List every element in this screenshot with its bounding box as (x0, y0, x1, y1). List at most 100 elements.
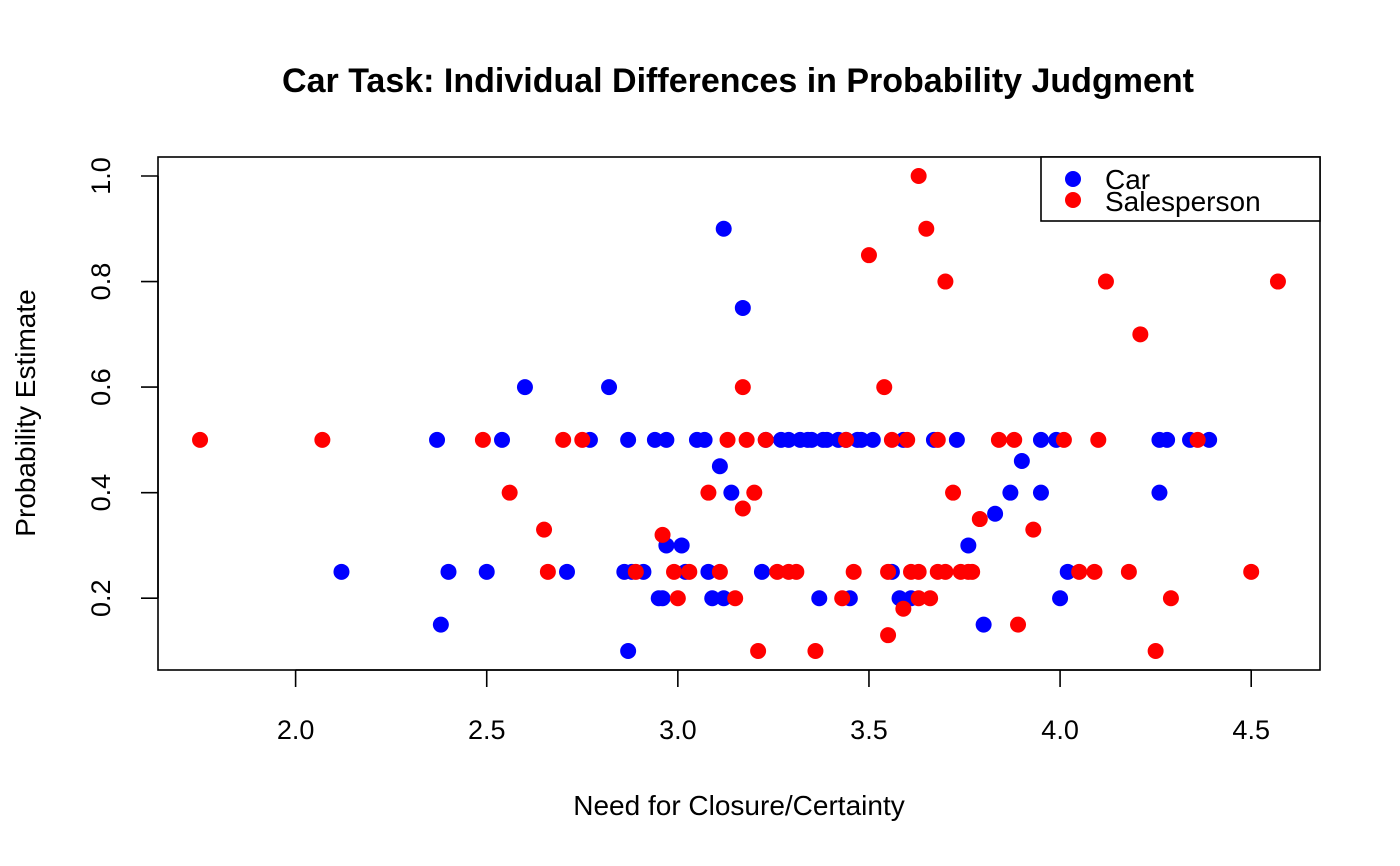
data-point-salesperson (539, 563, 556, 580)
data-point-salesperson (1025, 521, 1042, 538)
data-point-salesperson (1189, 431, 1206, 448)
data-point-salesperson (574, 431, 591, 448)
data-point-salesperson (734, 500, 751, 517)
data-point-salesperson (536, 521, 553, 538)
data-point-salesperson (666, 563, 683, 580)
data-point-salesperson (834, 590, 851, 607)
data-point-car (960, 537, 977, 554)
data-point-car (715, 590, 732, 607)
data-point-salesperson (922, 590, 939, 607)
data-point-salesperson (929, 431, 946, 448)
data-point-car (429, 431, 446, 448)
data-point-salesperson (1086, 563, 1103, 580)
y-axis-label: Probability Estimate (10, 289, 41, 536)
data-point-car (734, 299, 751, 316)
data-point-car (1002, 484, 1019, 501)
data-point-salesperson (937, 273, 954, 290)
data-point-salesperson (918, 220, 935, 237)
data-point-salesperson (971, 511, 988, 528)
chart-title: Car Task: Individual Differences in Prob… (282, 62, 1194, 100)
data-point-salesperson (1147, 643, 1164, 659)
data-point-salesperson (1006, 431, 1023, 448)
data-point-salesperson (750, 643, 767, 659)
data-point-car (780, 431, 797, 448)
x-tick-label: 4.0 (1041, 715, 1079, 745)
data-point-car (601, 379, 618, 396)
data-point-salesperson (807, 643, 824, 659)
data-point-salesperson (734, 379, 751, 396)
data-point-car (715, 220, 732, 237)
data-point-salesperson (1055, 431, 1072, 448)
data-point-car (620, 431, 637, 448)
data-point-salesperson (845, 563, 862, 580)
data-point-car (654, 590, 671, 607)
data-point-salesperson (910, 590, 927, 607)
data-point-car (432, 616, 449, 633)
data-point-salesperson (501, 484, 518, 501)
data-point-car (818, 431, 835, 448)
data-point-salesperson (1090, 431, 1107, 448)
data-points (192, 168, 1286, 659)
data-point-car (696, 431, 713, 448)
data-point-car (333, 563, 350, 580)
data-point-salesperson (964, 563, 981, 580)
data-point-car (1151, 484, 1168, 501)
data-point-salesperson (711, 563, 728, 580)
data-point-car (478, 563, 495, 580)
data-point-salesperson (1243, 563, 1260, 580)
data-point-car (704, 590, 721, 607)
legend-label-salesperson: Salesperson (1105, 186, 1261, 217)
data-point-car (700, 563, 717, 580)
data-point-car (646, 431, 663, 448)
data-point-salesperson (876, 379, 893, 396)
data-point-salesperson (883, 431, 900, 448)
x-axis: 2.0 2.5 3.0 3.5 4.0 4.5 (277, 669, 1270, 745)
data-point-car (558, 563, 575, 580)
x-tick-label: 4.5 (1232, 715, 1270, 745)
data-point-car (711, 458, 728, 475)
data-point-salesperson (700, 484, 717, 501)
x-tick-label: 2.0 (277, 715, 315, 745)
data-point-car (1059, 563, 1076, 580)
data-point-salesperson (1162, 590, 1179, 607)
data-point-salesperson (719, 431, 736, 448)
data-point-salesperson (314, 431, 331, 448)
data-point-salesperson (1120, 563, 1137, 580)
data-point-salesperson (990, 431, 1007, 448)
data-point-salesperson (937, 563, 954, 580)
data-point-salesperson (838, 431, 855, 448)
data-point-car (516, 379, 533, 396)
data-point-salesperson (860, 247, 877, 264)
data-point-salesperson (1132, 326, 1149, 343)
legend-marker-car (1065, 171, 1081, 187)
y-tick-label: 0.2 (86, 579, 116, 617)
x-tick-label: 3.5 (850, 715, 888, 745)
data-point-car (948, 431, 965, 448)
y-axis: 0.2 0.4 0.6 0.8 1.0 (86, 157, 159, 617)
data-point-car (1032, 484, 1049, 501)
data-point-car (853, 431, 870, 448)
data-point-salesperson (895, 600, 912, 617)
data-point-car (864, 431, 881, 448)
data-point-salesperson (1269, 273, 1286, 290)
y-tick-label: 1.0 (86, 157, 116, 195)
data-point-car (723, 484, 740, 501)
data-point-salesperson (788, 563, 805, 580)
legend: Car Salesperson (1040, 156, 1321, 222)
data-point-car (1013, 453, 1030, 469)
y-tick-label: 0.6 (86, 368, 116, 406)
data-point-salesperson (627, 563, 644, 580)
data-point-salesperson (727, 590, 744, 607)
data-point-car (1032, 431, 1049, 448)
series-salesperson (192, 168, 1286, 659)
y-tick-label: 0.4 (86, 474, 116, 512)
x-axis-label: Need for Closure/Certainty (573, 790, 904, 821)
data-point-car (658, 431, 675, 448)
series-car (333, 220, 1218, 659)
data-point-car (673, 537, 690, 554)
data-point-salesperson (899, 431, 916, 448)
data-point-salesperson (669, 590, 686, 607)
data-point-salesperson (738, 431, 755, 448)
data-point-car (1159, 431, 1176, 448)
